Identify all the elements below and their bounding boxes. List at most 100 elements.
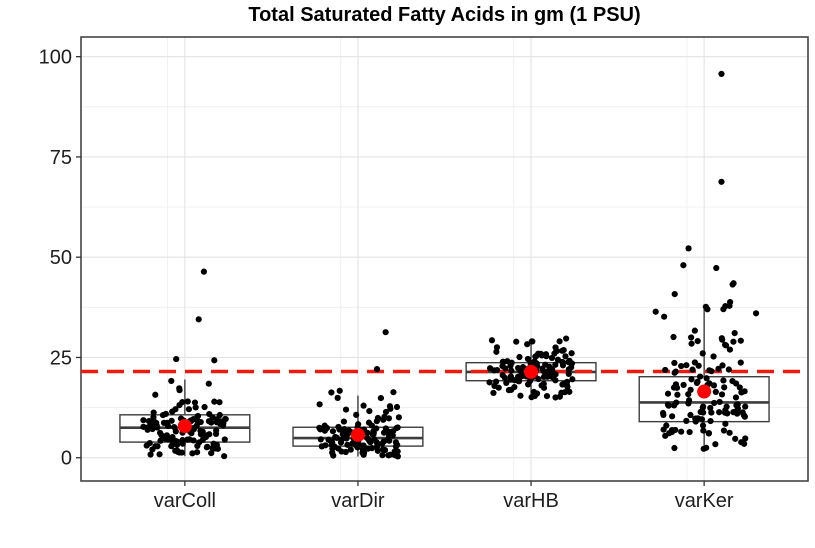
jitter-point — [193, 449, 201, 456]
jitter-point — [387, 451, 394, 458]
jitter-point-outlier — [211, 357, 218, 364]
jitter-point-outlier — [200, 268, 207, 275]
jitter-point — [678, 362, 685, 370]
jitter-point — [533, 390, 541, 397]
jitter-point — [704, 306, 711, 313]
jitter-point — [566, 388, 573, 395]
jitter-point — [554, 356, 562, 363]
jitter-point — [192, 404, 199, 411]
jitter-point-outlier — [382, 329, 389, 336]
jitter-point — [565, 366, 572, 373]
jitter-point — [508, 367, 515, 374]
jitter-point — [688, 340, 695, 347]
jitter-point — [360, 442, 367, 449]
jitter-point — [385, 415, 393, 422]
jitter-point — [486, 379, 493, 386]
jitter-point — [671, 444, 678, 452]
jitter-point — [671, 402, 678, 409]
jitter-point — [545, 368, 552, 375]
jitter-point — [511, 383, 518, 391]
jitter-point — [176, 387, 183, 394]
jitter-point — [318, 443, 325, 450]
jitter-point — [338, 436, 345, 443]
jitter-point — [680, 381, 687, 389]
jitter-point — [364, 429, 371, 436]
jitter-point — [711, 399, 718, 407]
jitter-point — [150, 409, 157, 416]
jitter-point — [149, 446, 156, 453]
jitter-point — [197, 427, 204, 434]
jitter-point — [366, 407, 373, 415]
x-tick-label: varKer — [675, 490, 734, 512]
jitter-point — [693, 379, 701, 387]
jitter-point — [393, 403, 401, 411]
jitter-point — [686, 428, 693, 436]
jitter-point — [333, 434, 340, 441]
jitter-point — [720, 377, 727, 384]
jitter-point — [178, 449, 185, 456]
jitter-point — [737, 359, 744, 366]
jitter-point — [342, 448, 349, 456]
jitter-point — [394, 448, 401, 455]
jitter-point — [317, 425, 324, 432]
jitter-point — [559, 347, 566, 354]
jitter-point — [670, 333, 677, 341]
jitter-point-outlier — [373, 365, 381, 373]
jitter-point — [703, 444, 710, 451]
jitter-point — [568, 350, 575, 357]
jitter-point — [179, 437, 186, 444]
jitter-point — [722, 342, 730, 349]
mean-point — [350, 427, 365, 442]
jitter-point-outlier — [718, 178, 725, 185]
jitter-point — [663, 422, 670, 429]
jitter-point — [742, 435, 749, 442]
jitter-point — [382, 425, 389, 432]
jitter-point — [687, 386, 694, 393]
jitter-point — [660, 411, 667, 418]
jitter-point — [189, 450, 196, 457]
jitter-point — [712, 388, 719, 395]
jitter-point — [719, 336, 726, 343]
jitter-point — [683, 362, 690, 369]
jitter-point — [157, 437, 164, 444]
jitter-point — [342, 406, 350, 413]
jitter-point — [493, 378, 500, 385]
jitter-point — [707, 417, 714, 425]
jitter-point — [377, 394, 385, 402]
jitter-point — [174, 441, 181, 448]
jitter-point — [143, 442, 150, 449]
jitter-point — [741, 440, 748, 447]
jitter-point — [688, 334, 695, 341]
y-tick-label: 0 — [61, 448, 72, 470]
jitter-point — [671, 359, 678, 367]
jitter-point — [541, 368, 548, 375]
jitter-point — [699, 350, 706, 357]
jitter-point — [190, 416, 197, 423]
jitter-point — [174, 447, 181, 454]
jitter-point — [329, 428, 337, 435]
jitter-point — [323, 424, 331, 432]
jitter-point — [725, 366, 732, 373]
jitter-point — [213, 427, 220, 434]
jitter-point — [379, 452, 386, 459]
jitter-point — [507, 373, 514, 380]
jitter-point — [386, 437, 393, 444]
jitter-point — [217, 418, 224, 425]
jitter-point — [715, 365, 722, 372]
jitter-point — [185, 406, 193, 413]
jitter-point — [671, 369, 678, 376]
jitter-point — [379, 446, 387, 453]
jitter-point-outlier — [173, 355, 180, 363]
jitter-point — [683, 417, 690, 424]
jitter-point — [364, 445, 372, 452]
jitter-point — [736, 384, 743, 391]
jitter-point — [540, 380, 547, 387]
jitter-point — [741, 413, 748, 420]
jitter-point — [720, 427, 727, 434]
jitter-point — [502, 365, 509, 372]
jitter-point — [140, 417, 147, 424]
jitter-point — [184, 398, 191, 405]
jitter-point-outlier — [671, 290, 678, 298]
